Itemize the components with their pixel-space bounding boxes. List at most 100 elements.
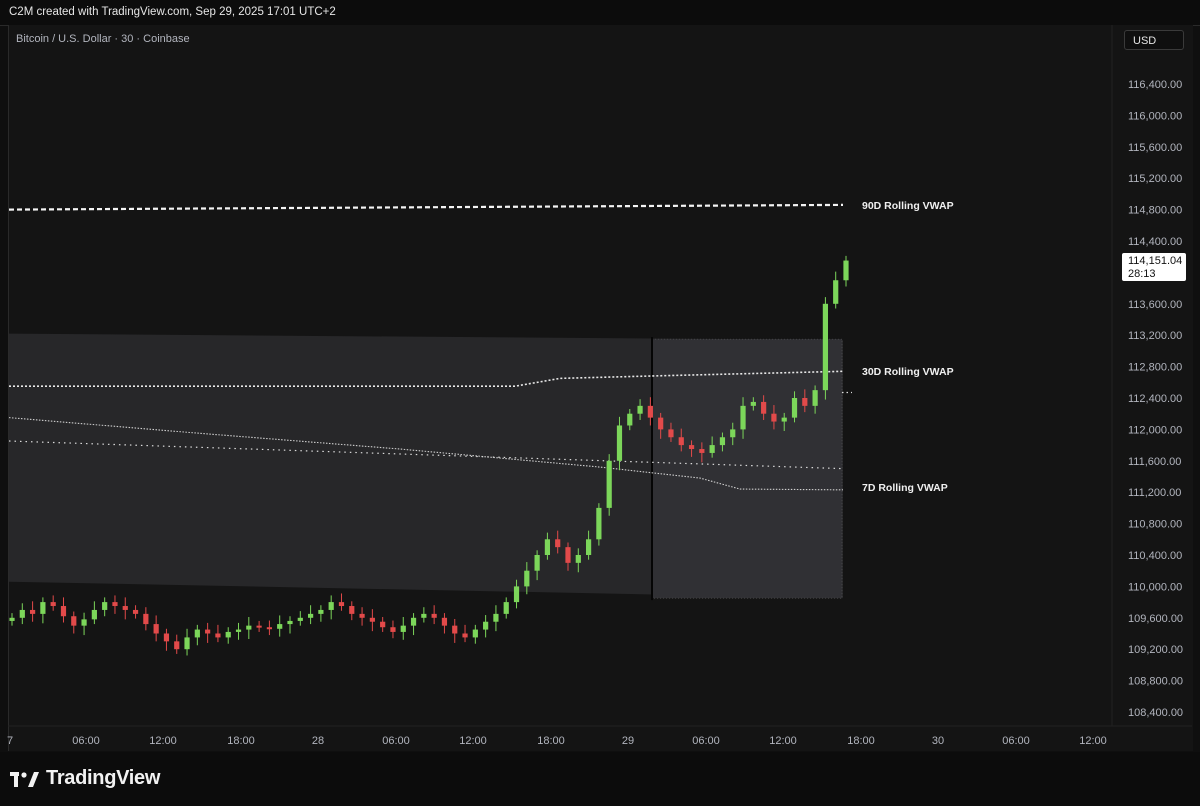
candle-body (802, 398, 808, 406)
candle-body (174, 641, 180, 650)
candle-body (452, 625, 458, 634)
candle-body (771, 413, 777, 422)
candle-body (277, 624, 283, 629)
y-tick-label: 113,200.00 (1128, 330, 1182, 342)
candle-body (781, 417, 787, 422)
symbol-title[interactable]: Bitcoin / U.S. Dollar · 30 · Coinbase (16, 33, 190, 45)
candle-body (699, 449, 705, 453)
candle-body (750, 401, 756, 406)
candle-body (359, 613, 365, 618)
x-tick-label: 18:00 (847, 735, 875, 747)
candle-body (50, 602, 56, 607)
x-tick-label: 18:00 (227, 735, 255, 747)
candle-body (791, 398, 798, 418)
x-tick-label: 12:00 (1079, 735, 1107, 747)
candle-body (307, 613, 314, 618)
candle-body (637, 405, 643, 414)
candle-body (647, 405, 653, 418)
y-tick-label: 114,800.00 (1128, 205, 1182, 217)
candle-body (112, 602, 118, 607)
candle-body (235, 629, 242, 632)
candle-body (184, 637, 190, 650)
y-tick-label: 108,800.00 (1128, 676, 1183, 688)
last-price-tag: 114,151.04 28:13 (1122, 253, 1186, 281)
last-price-value: 114,151.04 (1128, 255, 1183, 267)
y-tick-label: 109,200.00 (1128, 644, 1183, 656)
y-tick-label: 112,400.00 (1128, 393, 1182, 405)
candle-body (194, 629, 200, 638)
candle-body (40, 602, 46, 614)
candle-body (225, 631, 231, 638)
candle-body (513, 586, 520, 603)
candle-body (132, 609, 139, 614)
vwap-90d-line (8, 203, 844, 211)
candle-body (380, 621, 386, 628)
candle-body (297, 617, 303, 621)
vwap-30d-line (9, 370, 844, 388)
candle-body (163, 633, 170, 642)
y-tick-label: 112,800.00 (1128, 362, 1182, 374)
brand-name: TradingView (46, 767, 161, 789)
candle-body (493, 613, 499, 622)
candle-body (102, 602, 108, 610)
candle-body (678, 437, 684, 446)
candle-body (668, 429, 674, 438)
y-tick-label: 110,000.00 (1128, 581, 1182, 593)
inner-vwap-band (651, 338, 843, 599)
candle-body (153, 624, 159, 634)
y-tick-label: 116,000.00 (1128, 110, 1182, 122)
vwap-90d-label: 90D Rolling VWAP (862, 200, 954, 212)
candle-body (71, 616, 77, 626)
vwap-30d-label: 30D Rolling VWAP (862, 366, 954, 378)
x-tick-label: 28 (312, 735, 324, 747)
candle-body (246, 625, 252, 630)
candle-body (29, 609, 36, 614)
x-tick-label: 7 (7, 735, 13, 747)
candle-body (421, 613, 427, 618)
x-tick-label: 18:00 (537, 735, 565, 747)
candle-body (431, 613, 437, 618)
candle-body (60, 606, 67, 617)
candle-body (462, 633, 468, 638)
candle-body (472, 629, 478, 638)
y-tick-label: 115,600.00 (1128, 142, 1182, 154)
candle-body (369, 617, 375, 622)
candle-body (812, 390, 818, 406)
vwap-7d-label: 7D Rolling VWAP (862, 482, 948, 494)
candle-body (328, 602, 334, 610)
candle-body (740, 405, 746, 430)
candle-body (555, 539, 561, 548)
currency-button[interactable]: USD (1124, 30, 1184, 50)
candle-body (627, 413, 633, 426)
y-tick-label: 108,400.00 (1128, 707, 1183, 719)
candle-body (544, 539, 551, 555)
y-tick-label: 110,800.00 (1128, 519, 1182, 531)
tradingview-logo[interactable]: TradingView (10, 767, 160, 790)
candle-body (205, 629, 211, 634)
candle-body (19, 609, 25, 618)
y-tick-label: 116,400.00 (1128, 79, 1182, 91)
candle-body (730, 429, 736, 438)
candle-body (81, 619, 87, 626)
candle-body (441, 617, 448, 626)
candle-body (688, 445, 695, 450)
candle-body (91, 609, 97, 620)
candle-body (318, 609, 324, 614)
candle-body (390, 627, 396, 632)
candle-body (822, 303, 829, 391)
candle-body (843, 260, 849, 281)
x-tick-label: 12:00 (149, 735, 177, 747)
x-tick-label: 06:00 (692, 735, 720, 747)
header-credit: C2M created with TradingView.com, Sep 29… (9, 6, 336, 18)
candle-body (585, 539, 592, 555)
y-tick-label: 111,200.00 (1128, 487, 1181, 499)
vwap-7d-line (8, 417, 844, 491)
candle-body (483, 621, 489, 630)
candle-body (410, 617, 417, 626)
candle-body (349, 606, 355, 614)
candle-body (565, 547, 571, 563)
bar-countdown: 28:13 (1128, 268, 1156, 280)
candle-body (503, 602, 509, 614)
candle-body (709, 445, 715, 453)
